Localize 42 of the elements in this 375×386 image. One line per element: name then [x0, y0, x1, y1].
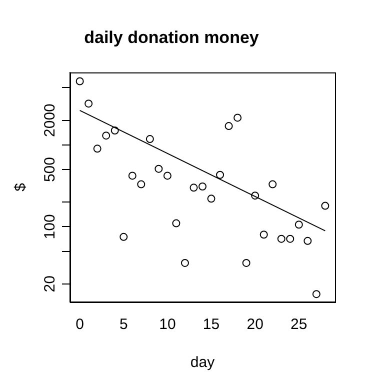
point — [137, 180, 146, 188]
x-tick-label: 20 — [246, 316, 264, 334]
point — [172, 219, 180, 228]
point — [102, 132, 110, 140]
x-tick-label: 25 — [290, 316, 308, 334]
x-tick-label: 5 — [119, 316, 128, 334]
point — [321, 202, 330, 210]
point — [277, 234, 286, 243]
point — [251, 192, 260, 200]
x-axis-title: day — [190, 354, 216, 372]
y-axis-title: $ — [12, 182, 30, 192]
point — [190, 184, 198, 192]
point — [198, 182, 206, 191]
y-tick-label: 20 — [42, 276, 59, 292]
y-tick-label: 100 — [42, 214, 59, 240]
point — [120, 232, 128, 241]
point — [128, 172, 136, 180]
point — [84, 100, 93, 108]
point — [207, 194, 216, 203]
point — [242, 258, 250, 267]
point — [234, 114, 242, 122]
point — [216, 170, 224, 179]
point — [180, 258, 189, 267]
point — [304, 236, 312, 245]
x-tick-label: 0 — [76, 316, 84, 334]
point — [260, 230, 268, 239]
point — [294, 220, 303, 229]
chart-title: daily donation money — [84, 28, 260, 47]
point — [76, 77, 84, 86]
y-tick-label: 500 — [42, 157, 59, 182]
point — [163, 172, 172, 180]
point — [146, 135, 154, 144]
point — [154, 164, 163, 173]
x-tick-label: 15 — [202, 316, 220, 334]
y-tick-label: 2000 — [42, 104, 59, 137]
point — [224, 122, 233, 130]
point — [312, 290, 320, 298]
point — [93, 144, 102, 153]
point — [268, 180, 277, 188]
x-tick-label: 10 — [159, 316, 176, 334]
point — [110, 126, 119, 134]
point — [286, 234, 294, 243]
